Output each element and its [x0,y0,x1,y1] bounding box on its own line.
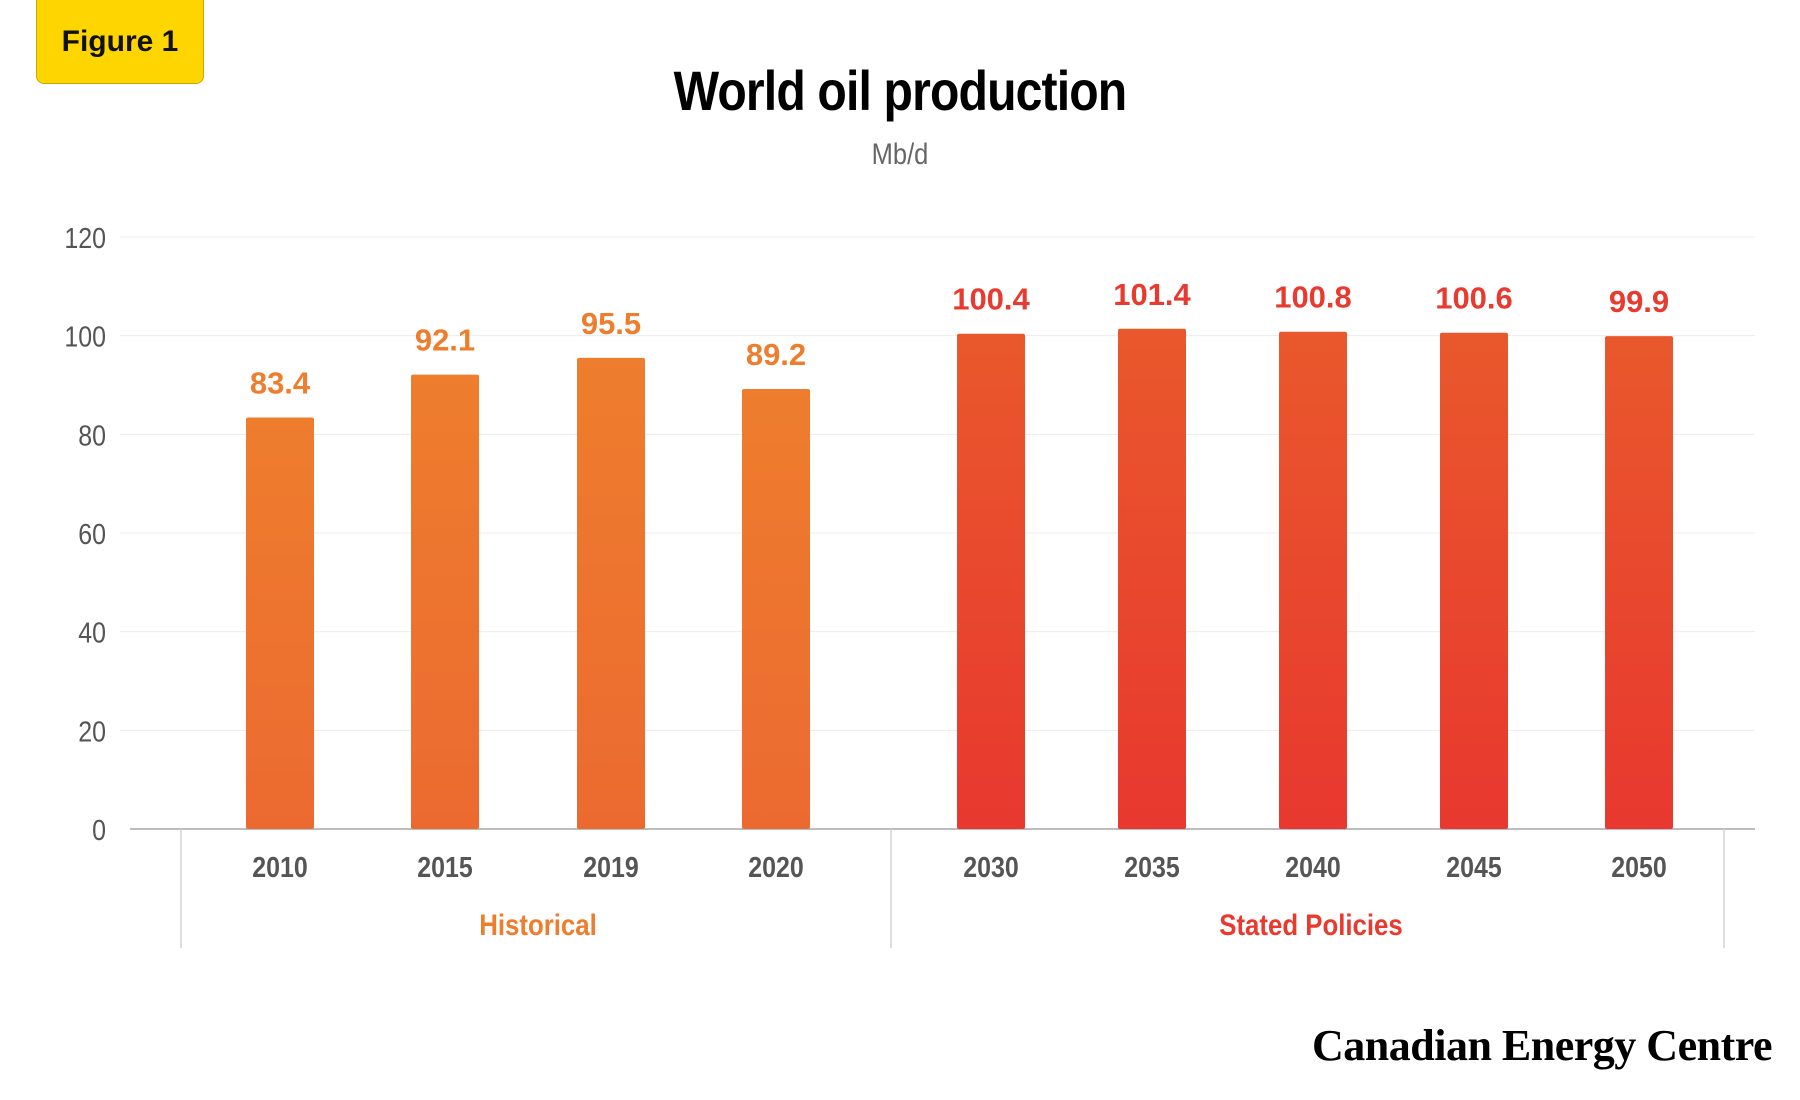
y-tick-label: 80 [78,420,106,452]
bar-2045 [1440,332,1508,829]
bar-2019 [577,357,645,829]
gridlines [120,236,1755,830]
data-label-2045: 100.6 [1435,281,1513,316]
figure-badge: Figure 1 [36,0,204,84]
y-tick-label: 100 [64,321,106,353]
y-tick-label: 120 [64,222,106,254]
data-label-2015: 92.1 [415,323,475,358]
y-tick-label: 60 [78,518,106,550]
data-label-2030: 100.4 [952,282,1030,317]
bar-2040 [1279,331,1347,829]
x-tick-label-2050: 2050 [1611,851,1666,883]
data-label-2019: 95.5 [581,306,641,341]
x-tick-label-2015: 2015 [417,851,472,883]
bar-2015 [411,374,479,829]
y-axis: 0 20 40 60 80 100 120 [64,222,106,846]
y-tick-label: 0 [92,814,106,846]
chart-title: World oil production [673,59,1128,122]
x-tick-label-2020: 2020 [748,851,803,883]
bar-2020 [742,388,810,829]
data-label-2050: 99.9 [1609,284,1669,319]
data-label-2010: 83.4 [250,366,311,401]
x-tick-label-2010: 2010 [252,851,307,883]
x-tick-label-2035: 2035 [1124,851,1179,883]
data-label-2020: 89.2 [746,337,806,372]
y-tick-label: 20 [78,716,106,748]
bar-2010 [246,417,314,829]
y-tick-label: 40 [78,617,106,649]
x-axis: 2010 2015 2019 2020 2030 2035 2040 2045 2050 Hist… [180,829,1725,948]
data-label-2040: 100.8 [1274,280,1352,315]
bar-2035 [1118,328,1186,829]
x-tick-label-2045: 2045 [1446,851,1501,883]
chart-subtitle: Mb/d [871,138,929,171]
group-label-0: Historical [479,908,597,941]
x-tick-label-2030: 2030 [963,851,1018,883]
x-tick-label-2040: 2040 [1285,851,1340,883]
group-label-1: Stated Policies [1219,908,1402,941]
bars: 83.4 92.1 95.5 89.2 100.4 101.4 100.8 100.6 99.9 [246,277,1673,829]
data-label-2035: 101.4 [1113,277,1191,312]
bar-2030 [957,333,1025,829]
logo-canadian-energy-centre: Canadian Energy Centre [1312,1021,1772,1070]
bar-2050 [1605,336,1673,829]
x-tick-label-2019: 2019 [583,851,638,883]
